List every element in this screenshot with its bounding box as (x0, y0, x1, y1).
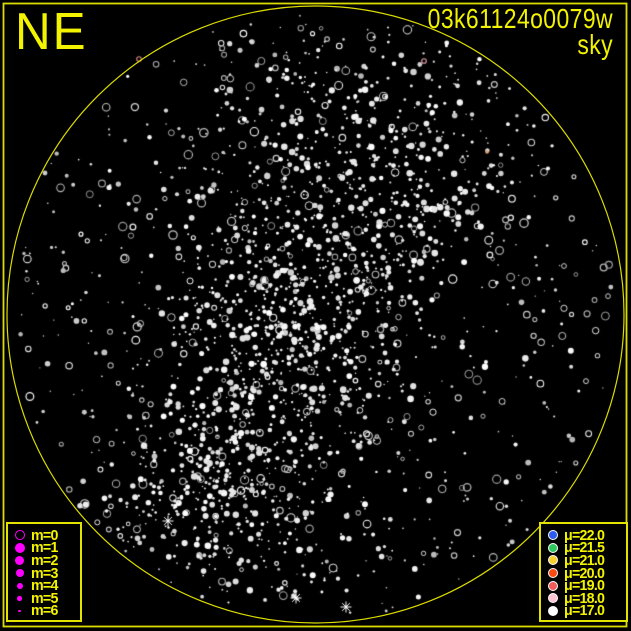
mag-legend-swatch-cell (8, 569, 31, 578)
mu-color-legend: μ=22.0 μ=21.5 μ=21.0 μ=20.0 μ=19.0 μ=18.0 μ=17… (539, 522, 628, 622)
mu-color-icon (547, 605, 558, 616)
mag-legend-swatch-cell (8, 530, 31, 541)
mu-legend-swatch-cell (541, 593, 564, 604)
mu-color-icon (547, 542, 558, 553)
mag-legend-label: m=6 (31, 602, 58, 620)
mag-legend-swatch-cell (8, 582, 31, 589)
mu-legend-label: μ=17.0 (564, 602, 605, 620)
mu-color-icon (547, 593, 558, 604)
mu-legend-swatch-cell (541, 580, 564, 591)
title-block: 03k61124o0079w sky (428, 5, 613, 60)
magnitude-size-legend: m=0 m=1 m=2 m=3 m=4 m=5 m=6 (6, 522, 82, 622)
magnitude-symbol-icon (17, 596, 22, 601)
mu-color-icon (547, 530, 558, 541)
magnitude-symbol-icon (14, 542, 25, 553)
magnitude-symbol-icon (18, 609, 21, 613)
magnitude-symbol-icon (16, 582, 23, 589)
mag-legend-row: m=6 (8, 602, 80, 620)
mu-color-icon (547, 555, 558, 566)
orientation-label: NE (15, 3, 88, 61)
mag-legend-swatch-cell (8, 609, 31, 613)
mu-legend-swatch-cell (541, 605, 564, 616)
mag-legend-swatch-cell (8, 542, 31, 553)
mag-legend-swatch-cell (8, 555, 31, 565)
mu-color-icon (547, 568, 558, 579)
mu-legend-swatch-cell (541, 555, 564, 566)
magnitude-symbol-icon (14, 530, 25, 541)
magnitude-symbol-icon (15, 569, 24, 578)
magnitude-symbol-icon (15, 555, 24, 565)
mag-legend-swatch-cell (8, 596, 31, 601)
mu-legend-swatch-cell (541, 568, 564, 579)
mu-legend-swatch-cell (541, 530, 564, 541)
plot-subtitle: sky (577, 29, 613, 60)
mu-legend-row: μ=17.0 (541, 602, 626, 620)
mu-legend-swatch-cell (541, 542, 564, 553)
mu-color-icon (547, 580, 558, 591)
